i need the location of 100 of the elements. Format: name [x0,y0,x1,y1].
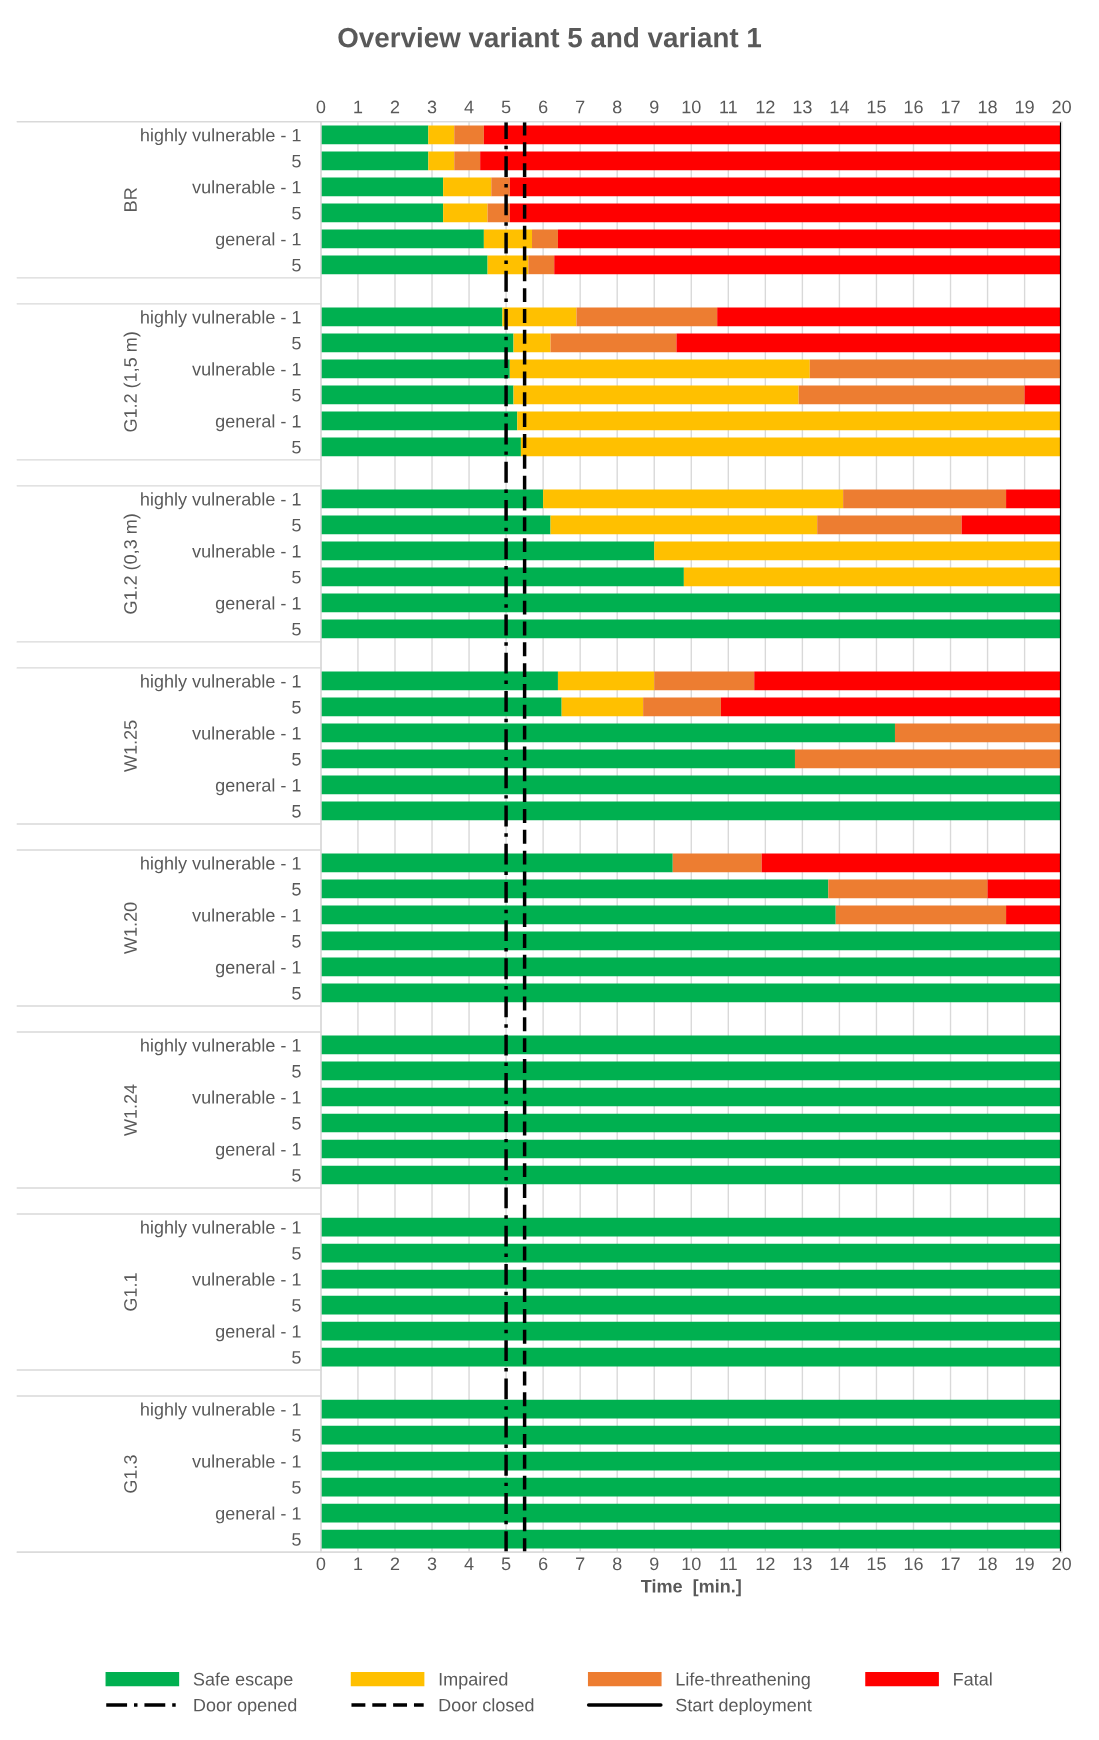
bar [320,1295,1062,1315]
x-tick-label: 19 [1015,1557,1034,1571]
x-tick-label: 6 [539,1557,548,1571]
bar [320,125,429,145]
y-tick-label: general - 1 [215,414,301,432]
bar [676,333,1062,353]
text: W1.24 [124,1084,137,1136]
legend-label: Door closed [439,1698,534,1712]
y-tick-label: 5 [292,336,301,350]
x-tick-label: 5 [501,1557,511,1571]
bar [480,151,1062,171]
y-tick-label: highly vulnerable - 1 [141,128,301,146]
bar [320,957,1062,977]
bar [428,151,455,171]
y-tick-label: general - 1 [215,1142,301,1160]
bar [754,671,1062,691]
x-tick-label: 0 [316,1557,326,1571]
x2-tick-label: 19 [1015,100,1034,114]
x-tick-label: 3 [427,1557,437,1571]
bar [576,307,718,327]
y-tick-label: general - 1 [215,596,301,614]
x-axis-title: Time [min.] [640,1579,741,1597]
bar [532,229,558,249]
y-tick-label: 5 [292,1065,301,1078]
y-tick-label: 5 [292,571,301,584]
x2-tick-label: 20 [1052,100,1071,114]
x-tick-label: 2 [390,1557,400,1571]
y-tick-label: general - 1 [215,960,301,978]
x2-tick-label: 6 [539,100,548,114]
bar [654,671,755,691]
text: BR [124,188,137,211]
x2-tick-label: 3 [427,100,437,114]
x2-tick-label: 12 [756,100,775,114]
y-tick-label: general - 1 [215,1324,301,1342]
bar [550,333,677,353]
bar [761,853,1062,873]
bar [509,203,1062,223]
legend-label: Safe escape [193,1672,293,1690]
y-tick-label: vulnerable - 1 [192,1272,301,1286]
bar [320,1113,1062,1133]
bar [513,333,551,353]
bar [320,671,558,691]
bar [320,905,836,925]
x2-tick-label: 0 [316,100,326,114]
y-tick-label: vulnerable - 1 [192,1090,301,1104]
x-tick-label: 20 [1052,1557,1071,1571]
x2-tick-label: 17 [941,100,960,114]
x2-tick-label: 14 [830,100,849,114]
y-tick-label: vulnerable - 1 [192,1454,301,1468]
bar [561,697,644,717]
y-tick-label: general - 1 [215,1506,301,1524]
bar [320,697,562,717]
y-tick-label: 5 [292,206,301,220]
bar [320,411,518,431]
y-tick-label: vulnerable - 1 [192,544,301,558]
bar [320,1061,1062,1081]
x2-tick-label: 8 [612,100,622,114]
bar [320,359,510,379]
bar [320,1347,1062,1367]
bar [828,879,988,899]
x2-tick-label: 5 [501,100,511,114]
bar [1006,905,1062,925]
x-tick-label: 1 [354,1557,363,1571]
bar [491,177,510,197]
y-tick-label: 5 [292,623,301,636]
bar [672,853,762,873]
x2-tick-label: 18 [978,100,997,114]
bar [320,619,1062,639]
text: W1.20 [124,902,137,954]
bar [320,1425,1062,1445]
bar [683,567,1062,587]
y-tick-label: 5 [292,701,301,714]
x-tick-label: 13 [793,1557,812,1571]
bar [320,385,514,405]
x-tick-label: 10 [682,1557,701,1571]
text: G1.1 [124,1273,137,1311]
y-tick-label: 5 [292,935,301,948]
x2-tick-label: 15 [867,100,886,114]
x2-tick-label: 10 [682,100,701,114]
bar [320,229,484,249]
y-tick-label: 5 [292,154,301,168]
bar [1024,385,1062,405]
x2-tick-label: 4 [464,100,474,114]
x-tick-label: 16 [904,1557,923,1571]
legend-label: Fatal [954,1672,992,1686]
bar [428,125,455,145]
y-tick-label: 5 [292,440,301,454]
legend-label: Start deployment [676,1698,812,1716]
x-tick-label: 7 [576,1557,585,1571]
y-tick-label: 5 [292,388,301,402]
bar [320,203,444,223]
text: W1.25 [124,720,137,772]
y-tick-label: 5 [292,1299,301,1312]
bar [320,1087,1062,1107]
bar [320,1477,1062,1497]
x-tick-label: 12 [756,1557,775,1571]
x2-tick-label: 11 [720,100,737,114]
bar [320,1269,1062,1289]
bar [320,801,1062,821]
y-tick-label: 5 [292,1481,301,1494]
